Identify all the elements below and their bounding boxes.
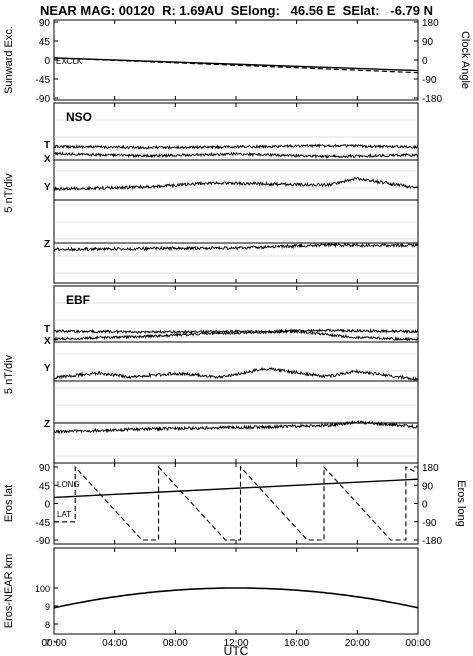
panel-label: NSO	[66, 110, 92, 124]
ytick-label: 45	[39, 37, 51, 48]
series-ex	[53, 57, 419, 72]
trace-label: Z	[44, 419, 50, 430]
annotation-lat: LAT	[57, 510, 71, 519]
ytick-label-right: 90	[422, 481, 434, 492]
trace-label: X	[44, 154, 51, 165]
series-y	[53, 366, 419, 382]
trace-label: Y	[44, 182, 51, 193]
ytick-label: -45	[36, 75, 51, 86]
ylabel-left: Eros lat	[3, 485, 15, 522]
ytick-label: -90	[36, 536, 51, 547]
xtick-label: 00:00	[41, 638, 66, 649]
grid-lines	[53, 20, 419, 643]
series-x	[53, 150, 419, 160]
xtick-label: 04:00	[102, 638, 127, 649]
ylabel: 5 nT/div	[3, 354, 15, 394]
series-t	[54, 327, 419, 335]
ytick-label: 0	[44, 56, 50, 67]
ytick-label-right: 180	[422, 18, 439, 29]
trace-label: T	[44, 324, 50, 335]
ylabel-right: Eros long	[455, 480, 467, 526]
ytick-label-right: -90	[422, 518, 437, 529]
ytick-label: 45	[39, 481, 51, 492]
xtick-label: 12:00	[223, 638, 248, 649]
series-long	[54, 465, 419, 541]
annotation-long: LONG	[57, 480, 80, 489]
plot-title: NEAR MAG: 00120 R: 1.69AU SElong: 46.56 …	[39, 3, 433, 18]
series-x	[53, 329, 419, 342]
ytick-label-right: 0	[422, 56, 428, 67]
ylabel: 5 nT/div	[3, 173, 15, 213]
ytick-label: 0	[44, 500, 50, 511]
ytick-label: 7	[45, 638, 50, 648]
series-lat	[53, 478, 419, 499]
ytick-label: 8	[45, 620, 50, 630]
data-traces	[53, 57, 419, 609]
series-distance	[53, 587, 419, 609]
xtick-label: 00:00	[405, 638, 430, 649]
xtick-label: 20:00	[345, 638, 370, 649]
panel-label: EBF	[66, 293, 90, 307]
series-z	[54, 419, 419, 435]
panel-frame	[53, 462, 419, 545]
series-z	[53, 242, 419, 252]
xlabel: UTC	[224, 644, 249, 656]
ytick-label: 90	[39, 18, 51, 29]
series-t	[53, 143, 419, 150]
annotation-ex-clk: EXCLK	[56, 57, 83, 66]
ytick-label-right: -180	[422, 536, 442, 547]
ytick-label-right: -90	[422, 75, 437, 86]
ytick-label: 9	[45, 602, 50, 612]
trace-label: T	[44, 140, 50, 151]
trace-label: Y	[44, 363, 51, 374]
ytick-label: -90	[36, 94, 51, 105]
ytick-label-right: -180	[422, 94, 442, 105]
panel-frame	[53, 547, 419, 635]
trace-label: Z	[44, 239, 50, 250]
ylabel-right: Clock Angle	[459, 31, 471, 89]
xtick-label: 08:00	[163, 638, 188, 649]
ytick-label-right: 90	[422, 37, 434, 48]
ylabel: Eros-NEAR km	[3, 554, 15, 629]
ytick-label-right: 180	[422, 463, 439, 474]
trace-label: X	[44, 336, 51, 347]
ytick-label: 100	[35, 584, 50, 594]
series-y	[53, 176, 419, 192]
ylabel-left: Sunward Exc.	[3, 26, 15, 94]
series-clk	[53, 57, 419, 74]
ytick-label: -45	[36, 518, 51, 529]
ytick-label-right: 0	[422, 500, 428, 511]
xtick-label: 16:00	[284, 638, 309, 649]
ytick-label: 90	[39, 463, 51, 474]
